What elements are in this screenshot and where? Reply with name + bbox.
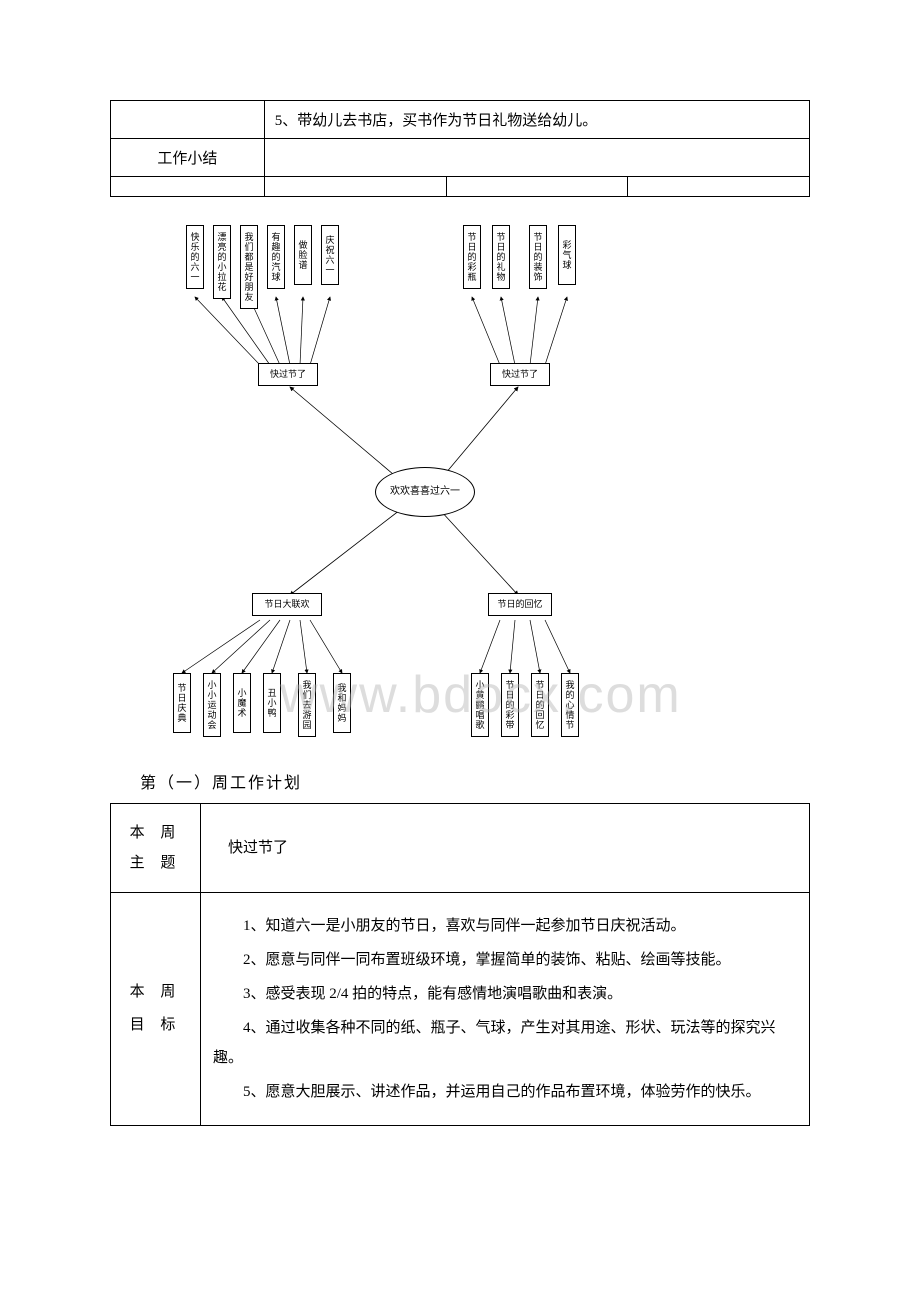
leaf: 节日的装饰 [529, 225, 547, 289]
week-theme-value: 快过节了 [201, 804, 810, 893]
leaf: 有趣的汽球 [267, 225, 285, 289]
leaf: 漂亮的小拉花 [213, 225, 231, 299]
goal-item: 5、愿意大胆展示、讲述作品，并运用自己的作品布置环境，体验劳作的快乐。 [213, 1077, 797, 1107]
table-row [111, 177, 810, 197]
leaf: 做脸谱 [294, 225, 312, 285]
goal-item: 4、通过收集各种不同的纸、瓶子、气球，产生对其用途、形状、玩法等的探究兴趣。 [213, 1013, 797, 1073]
leaf: 节日的回忆 [531, 673, 549, 737]
table-row: 工作小结 [111, 139, 810, 177]
branch-bl: 节日大联欢 [252, 593, 322, 616]
goal-item: 1、知道六一是小朋友的节日，喜欢与同伴一起参加节日庆祝活动。 [213, 911, 797, 941]
leaf: 我的心情节 [561, 673, 579, 737]
week-goals: 1、知道六一是小朋友的节日，喜欢与同伴一起参加节日庆祝活动。 2、愿意与同伴一同… [201, 893, 810, 1126]
leaf: 快乐的六一 [186, 225, 204, 289]
week-goal-label: 本 周目 标 [111, 893, 201, 1126]
mindmap-diagram: 欢欢喜喜过六一 快过节了 快过节了 节日大联欢 节日的回忆 快乐的六一 漂亮的小… [140, 215, 700, 755]
leaf: 我们都是好朋友 [240, 225, 258, 309]
branch-tr: 快过节了 [490, 363, 550, 386]
table-row: 5、带幼儿去书店，买书作为节日礼物送给幼儿。 [111, 101, 810, 139]
leaf: 小小运动会 [203, 673, 221, 737]
goal-item: 2、愿意与同伴一同布置班级环境，掌握简单的装饰、粘贴、绘画等技能。 [213, 945, 797, 975]
leaf: 我们去游园 [298, 673, 316, 737]
branch-br: 节日的回忆 [488, 593, 552, 616]
center-node: 欢欢喜喜过六一 [375, 467, 475, 517]
work-summary-label: 工作小结 [111, 139, 265, 177]
table-row: 本 周主 题 快过节了 [111, 804, 810, 893]
leaf: 我和妈妈 [333, 673, 351, 733]
section-title: 第（一）周工作计划 [140, 769, 810, 793]
leaf: 庆祝六一 [321, 225, 339, 285]
table-row: 本 周目 标 1、知道六一是小朋友的节日，喜欢与同伴一起参加节日庆祝活动。 2、… [111, 893, 810, 1126]
leaf: 小黄鹂唱歌 [471, 673, 489, 737]
leaf: 节日庆典 [173, 673, 191, 733]
top-table: 5、带幼儿去书店，买书作为节日礼物送给幼儿。 工作小结 [110, 100, 810, 197]
leaf: 节日的彩带 [501, 673, 519, 737]
leaf: 彩气球 [558, 225, 576, 285]
goal-item: 3、感受表现 2/4 拍的特点，能有感情地演唱歌曲和表演。 [213, 979, 797, 1009]
plan-table: 本 周主 题 快过节了 本 周目 标 1、知道六一是小朋友的节日，喜欢与同伴一起… [110, 803, 810, 1126]
top-row1-text: 5、带幼儿去书店，买书作为节日礼物送给幼儿。 [264, 101, 809, 139]
leaf: 节日的彩瓶 [463, 225, 481, 289]
document-page: 5、带幼儿去书店，买书作为节日礼物送给幼儿。 工作小结 [0, 0, 920, 1186]
leaf: 小魔术 [233, 673, 251, 733]
week-theme-label: 本 周主 题 [111, 804, 201, 893]
leaf: 节日的礼物 [492, 225, 510, 289]
leaf: 丑小鸭 [263, 673, 281, 733]
center-node-label: 欢欢喜喜过六一 [390, 485, 460, 499]
branch-tl: 快过节了 [258, 363, 318, 386]
